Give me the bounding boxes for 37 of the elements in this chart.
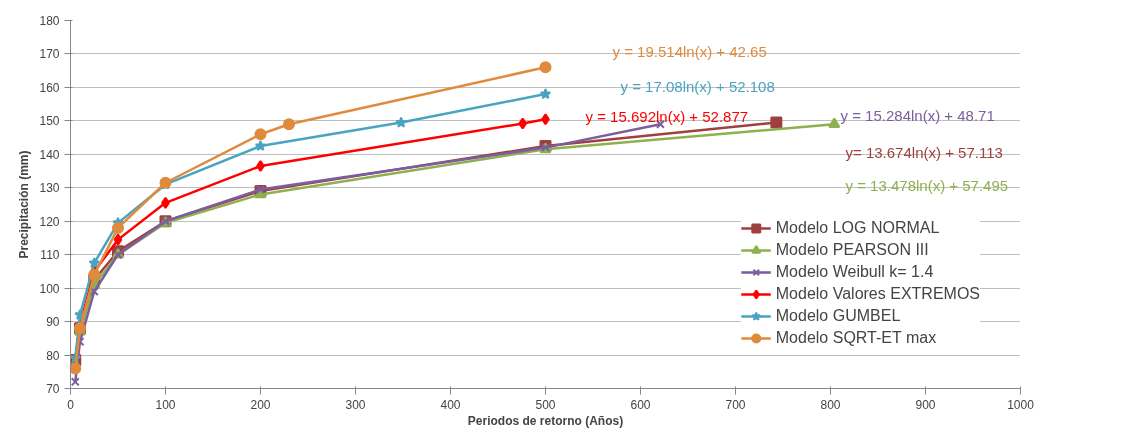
annotation: y = 15.284ln(x) + 48.71	[840, 107, 995, 124]
y-tick-label: 80	[46, 348, 60, 363]
x-tick-label: 600	[630, 397, 651, 412]
x-tick-label: 300	[345, 397, 366, 412]
y-tick-label: 180	[39, 14, 60, 28]
y-tick-label: 70	[46, 382, 60, 396]
x-axis-title: Periodos de retorno (Años)	[467, 413, 624, 428]
y-tick-label: 170	[39, 47, 60, 62]
x-tick-label: 800	[820, 397, 841, 412]
legend-label: Modelo PEARSON III	[775, 241, 929, 259]
legend-label: Modelo LOG NORMAL	[775, 219, 940, 237]
annotation: y= 13.674ln(x) + 57.113	[845, 144, 1003, 161]
y-tick-label: 130	[39, 181, 60, 196]
y-tick-label: 120	[39, 214, 60, 229]
x-tick-label: 200	[250, 397, 271, 412]
legend-label: Modelo GUMBEL	[775, 307, 901, 325]
y-tick-label: 90	[46, 315, 60, 330]
y-tick-label: 160	[39, 80, 60, 95]
annotation: y = 17.08ln(x) + 52.108	[620, 78, 775, 95]
x-tick-label: 400	[440, 397, 461, 412]
y-tick-label: 100	[39, 281, 60, 296]
annotation: y = 13.478ln(x) + 57.495	[845, 177, 1009, 194]
y-tick-label: 140	[39, 147, 60, 162]
y-axis-title: Precipitación (mm)	[17, 150, 32, 259]
x-tick-label: 900	[915, 397, 936, 412]
x-tick-label: 1000	[1007, 397, 1035, 412]
x-tick-label: 700	[725, 397, 746, 412]
y-tick-label: 110	[40, 248, 60, 263]
x-tick-label: 0	[67, 397, 75, 412]
legend-label: Modelo Weibull k= 1.4	[775, 263, 934, 281]
x-tick-label: 100	[155, 397, 176, 412]
legend-label: Modelo Valores EXTREMOS	[775, 285, 980, 303]
x-tick-label: 500	[535, 397, 556, 412]
y-tick-label: 150	[39, 114, 60, 129]
annotation: y = 15.692ln(x) + 52.877	[585, 108, 749, 125]
annotation: y = 19.514ln(x) + 42.65	[612, 43, 767, 60]
legend-label: Modelo SQRT-ET max	[775, 329, 937, 347]
